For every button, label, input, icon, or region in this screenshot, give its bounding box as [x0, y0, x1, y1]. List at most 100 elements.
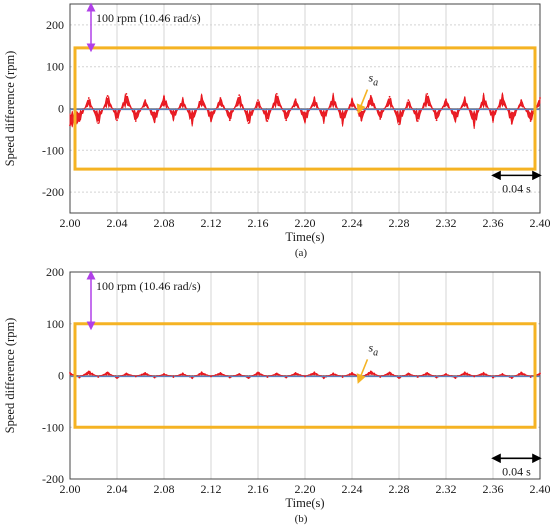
data-point — [238, 94, 241, 97]
x-tick-label: 2.40 — [530, 482, 550, 496]
data-point — [426, 92, 429, 95]
data-point — [87, 97, 90, 99]
x-tick-label: 2.20 — [295, 482, 316, 496]
data-point — [501, 94, 504, 97]
data-point — [369, 370, 372, 373]
data-point — [492, 376, 494, 379]
data-point — [69, 124, 71, 127]
y-tick-label: -200 — [42, 472, 64, 486]
data-point — [294, 372, 297, 374]
data-point — [210, 120, 212, 122]
data-point — [181, 98, 184, 101]
data-point — [473, 124, 476, 127]
data-point — [125, 92, 128, 95]
data-point — [210, 375, 212, 378]
data-point — [501, 373, 504, 375]
data-point — [482, 372, 485, 374]
x-tick-label: 2.36 — [483, 482, 504, 496]
data-point — [454, 120, 457, 122]
data-point — [529, 120, 532, 122]
data-point — [445, 98, 447, 101]
series-label: sa — [368, 71, 378, 89]
data-point — [266, 376, 269, 378]
data-point — [163, 95, 165, 98]
x-tick-label: 2.04 — [107, 482, 128, 496]
y-tick-label: -100 — [42, 420, 64, 434]
x-tick-label: 2.40 — [530, 216, 550, 230]
x-tick-label: 2.12 — [201, 482, 222, 496]
data-point — [520, 99, 523, 102]
series-label-arrow — [356, 89, 369, 115]
series-label: sa — [368, 340, 378, 358]
tolerance-box — [73, 322, 537, 429]
data-point — [379, 118, 382, 120]
data-point — [388, 95, 391, 98]
data-point — [539, 372, 541, 375]
data-point — [529, 376, 532, 378]
x-tick-label: 2.32 — [436, 482, 457, 496]
data-point — [172, 118, 175, 120]
data-point — [407, 372, 410, 375]
data-point — [304, 375, 306, 378]
y-tick-label: 100 — [46, 60, 64, 74]
x-axis-label: Time(s) — [285, 230, 324, 244]
data-point — [97, 376, 100, 378]
data-point — [510, 122, 513, 125]
tolerance-box — [73, 46, 537, 171]
time-span-label: 0.04 s — [502, 464, 531, 478]
data-point — [426, 372, 429, 374]
data-point — [435, 376, 438, 379]
series-label-arrow — [356, 359, 369, 384]
data-point — [416, 376, 419, 378]
amplitude-label: 100 rpm (10.46 rad/s) — [96, 279, 201, 293]
data-point — [219, 97, 222, 99]
data-point — [360, 119, 363, 122]
data-point — [228, 119, 231, 122]
data-point — [454, 377, 457, 379]
data-point — [191, 377, 194, 379]
y-tick-label: 200 — [46, 18, 64, 32]
x-tick-label: 2.00 — [60, 482, 81, 496]
data-point — [257, 99, 259, 102]
data-point — [539, 97, 541, 99]
data-point — [266, 120, 269, 122]
data-point — [125, 372, 128, 375]
data-point — [294, 98, 297, 101]
data-point — [219, 372, 222, 374]
data-point — [69, 372, 71, 374]
data-point — [116, 119, 118, 122]
x-tick-label: 2.04 — [107, 216, 128, 230]
x-tick-label: 2.12 — [201, 216, 222, 230]
data-point — [407, 99, 410, 102]
data-point — [134, 120, 137, 122]
data-point — [332, 95, 335, 97]
data-point — [163, 373, 165, 375]
data-point — [78, 120, 81, 122]
data-point — [285, 376, 288, 379]
x-axis-label: Time(s) — [285, 496, 324, 510]
y-tick-label: 100 — [46, 317, 64, 331]
x-tick-label: 2.32 — [436, 216, 457, 230]
data-point — [97, 122, 100, 125]
data-point — [445, 373, 447, 375]
data-point — [106, 95, 109, 97]
data-point — [247, 122, 250, 125]
y-axis-label: Speed difference (rpm) — [3, 51, 17, 167]
plot-frame — [69, 271, 541, 480]
data-point — [435, 119, 438, 122]
data-point — [238, 373, 241, 375]
data-point — [144, 372, 147, 374]
data-point — [351, 98, 353, 101]
data-point — [247, 377, 250, 379]
data-point — [181, 372, 184, 375]
data-point — [313, 97, 316, 99]
data-point — [398, 377, 400, 379]
y-axis-label: Speed difference (rpm) — [3, 318, 17, 434]
data-point — [322, 120, 325, 122]
data-point — [473, 375, 476, 378]
data-point — [416, 120, 419, 122]
data-point — [379, 376, 382, 378]
data-point — [134, 375, 137, 378]
x-tick-label: 2.24 — [342, 216, 363, 230]
